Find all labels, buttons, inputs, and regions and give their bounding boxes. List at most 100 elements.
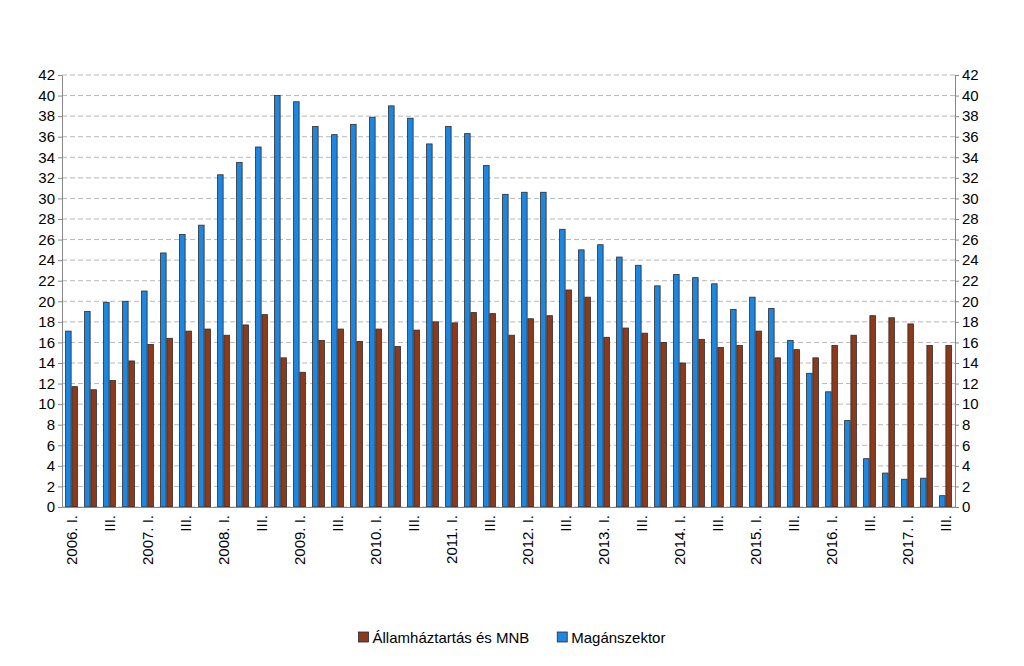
bar (351, 124, 357, 507)
x-tick-label: III. (937, 515, 954, 532)
y-axis-tick: 16 (38, 334, 62, 351)
y2-axis-tick-label: 30 (962, 190, 979, 207)
bar (408, 118, 414, 507)
bar (129, 361, 135, 507)
bar (522, 192, 528, 507)
bar (579, 250, 585, 507)
y-axis-tick-line (58, 137, 62, 138)
y-axis-tick-line (58, 75, 62, 76)
bar (794, 350, 800, 507)
y-axis-tick: 4 (47, 457, 62, 474)
y2-axis-tick-line (955, 404, 959, 405)
y-axis-tick-label: 4 (47, 457, 55, 474)
y2-axis-tick-line (955, 466, 959, 467)
y-axis-tick-line (58, 507, 62, 508)
grid (62, 75, 955, 507)
y-axis-tick: 2 (47, 478, 62, 495)
bar (921, 478, 927, 507)
y-axis-tick-line (58, 281, 62, 282)
y-axis-tick-line (58, 260, 62, 261)
x-tick-label: 2017. I. (899, 515, 916, 565)
x-tick: 2008. I. (215, 507, 232, 565)
x-tick: 2007. I. (139, 507, 156, 565)
y2-axis-tick: 8 (955, 416, 970, 433)
legend-swatch (359, 632, 369, 642)
bar-series (66, 96, 946, 507)
y2-axis-tick-line (955, 425, 959, 426)
y2-axis-tick: 14 (955, 354, 979, 371)
x-tick: III. (633, 507, 650, 532)
y-axis-tick: 42 (38, 66, 62, 83)
y-axis-tick: 0 (47, 498, 62, 515)
bar (889, 318, 895, 507)
y2-axis-tick-line (955, 219, 959, 220)
y2-axis-tick: 24 (955, 251, 979, 268)
y2-axis-tick: 16 (955, 334, 979, 351)
y-axis-tick-label: 10 (38, 395, 55, 412)
y2-axis-tick-label: 28 (962, 210, 979, 227)
y2-axis-tick-label: 32 (962, 169, 979, 186)
y2-axis-tick-label: 0 (962, 498, 970, 515)
y-axis-tick: 8 (47, 416, 62, 433)
x-tick-label: III. (177, 515, 194, 532)
bar (395, 347, 401, 507)
bar (300, 372, 306, 507)
y2-axis-tick-line (955, 507, 959, 508)
y2-axis-tick-label: 42 (962, 66, 979, 83)
y-axis-tick: 22 (38, 272, 62, 289)
y2-axis-tick-line (955, 260, 959, 261)
bar (927, 346, 933, 507)
bar (218, 175, 224, 507)
y2-axis-tick-line (955, 198, 959, 199)
x-tick: III. (405, 507, 422, 532)
x-tick-label: III. (253, 515, 270, 532)
bar (718, 348, 724, 507)
bar (452, 323, 458, 507)
legend-item: Államháztartás és MNB (359, 629, 530, 646)
x-tick: 2016. I. (823, 507, 840, 565)
y-axis-tick-label: 30 (38, 190, 55, 207)
x-tick-label: III. (481, 515, 498, 532)
bar (332, 135, 338, 507)
y-axis-tick-label: 18 (38, 313, 55, 330)
x-tick-label: 2010. I. (367, 515, 384, 565)
x-tick: III. (329, 507, 346, 532)
y2-axis-tick-line (955, 486, 959, 487)
bar (414, 330, 420, 507)
y2-axis-tick-line (955, 240, 959, 241)
y2-axis-tick: 4 (955, 457, 970, 474)
y-axis-tick-line (58, 425, 62, 426)
y-axis-tick-label: 38 (38, 107, 55, 124)
y2-axis-tick: 30 (955, 190, 979, 207)
y2-axis-tick-label: 36 (962, 128, 979, 145)
x-tick-label: 2015. I. (747, 515, 764, 565)
x-tick-label: 2009. I. (291, 515, 308, 565)
x-tick-label: 2006. I. (63, 515, 80, 565)
bar (547, 316, 553, 507)
y2-axis-tick-line (955, 342, 959, 343)
y-axis-tick-line (58, 363, 62, 364)
y-axis-line (62, 76, 63, 508)
y2-axis-tick-label: 12 (962, 375, 979, 392)
bar (281, 358, 287, 507)
legend-item: Magánszektor (557, 629, 665, 646)
y-axis-tick-label: 26 (38, 231, 55, 248)
x-tick-label: III. (785, 515, 802, 532)
bar (148, 344, 154, 507)
y-axis-tick-label: 34 (38, 149, 55, 166)
x-tick: III. (709, 507, 726, 532)
bar (845, 421, 851, 507)
x-tick: III. (937, 507, 954, 532)
x-tick: 2006. I. (63, 507, 80, 565)
y2-axis-tick-line (955, 281, 959, 282)
y2-axis-tick: 20 (955, 293, 979, 310)
y2-axis-tick: 38 (955, 107, 979, 124)
bar (680, 363, 686, 507)
y2-axis-tick-label: 22 (962, 272, 979, 289)
x-tick: 2015. I. (747, 507, 764, 565)
bar (66, 331, 72, 507)
x-tick-label: 2014. I. (671, 515, 688, 565)
bar (883, 473, 889, 507)
y2-axis-tick-label: 2 (962, 478, 970, 495)
y2-axis-tick-label: 16 (962, 334, 979, 351)
